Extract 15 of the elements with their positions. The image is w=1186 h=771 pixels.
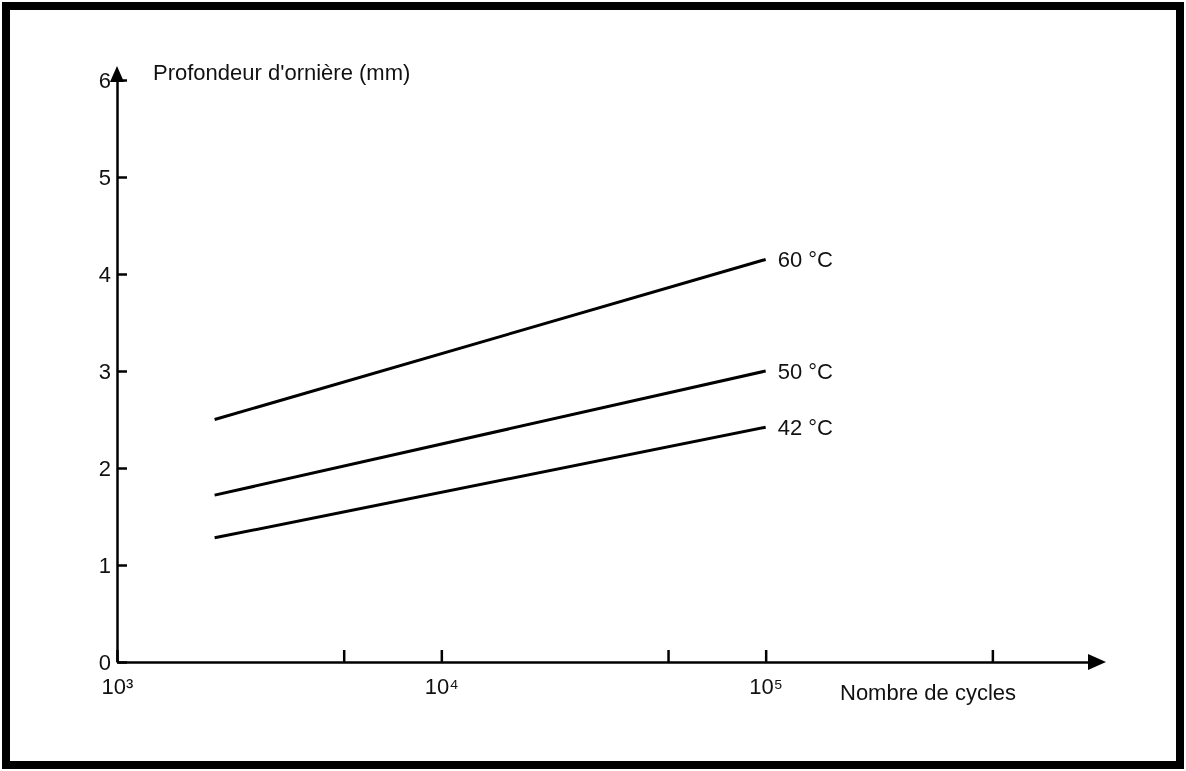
y-tick-label: 2 (98, 455, 111, 481)
y-tick-label: 5 (98, 164, 111, 190)
series-label: 50 °C (777, 359, 834, 384)
y-tick-label: 4 (98, 261, 111, 287)
x-axis-title: Nombre de cycles (840, 680, 1017, 705)
y-tick-label: 1 (98, 552, 111, 578)
series-label: 42 °C (777, 415, 834, 441)
x-tick-label: 10⁵ (749, 673, 783, 699)
x-tick-label: 10³ (101, 673, 134, 699)
y-axis-title: Profondeur d'ornière (mm) (153, 60, 411, 85)
y-tick-label: 6 (98, 67, 111, 93)
series-label: 60 °C (777, 247, 834, 273)
x-tick-label: 10⁴ (424, 673, 459, 699)
y-tick-label: 3 (98, 358, 111, 384)
y-tick-label: 0 (98, 649, 111, 675)
